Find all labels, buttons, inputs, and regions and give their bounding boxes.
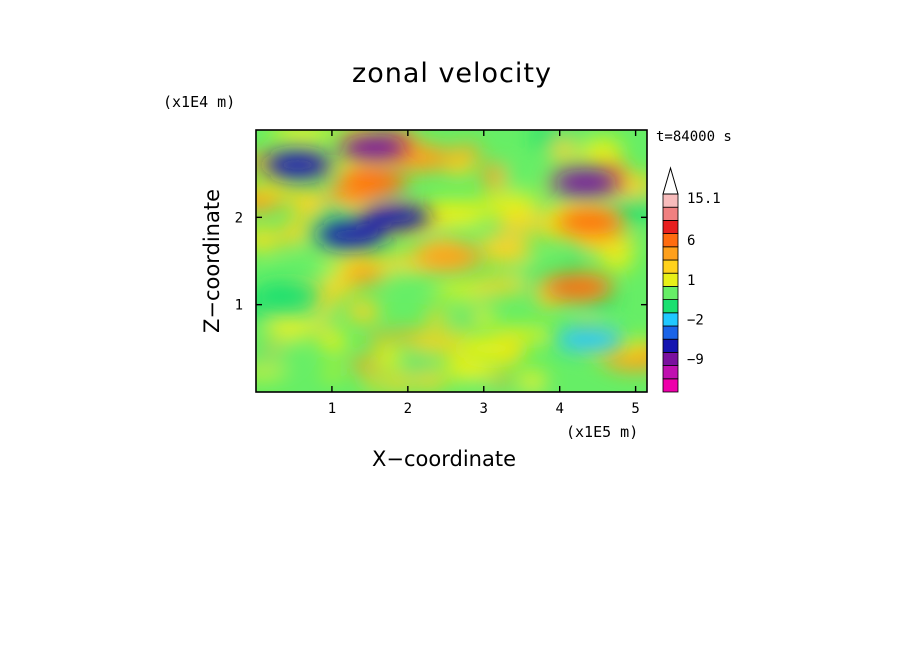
colorbar-segment	[662, 259, 679, 274]
field-cell	[599, 248, 634, 271]
time-annotation: t=84000 s	[656, 129, 732, 145]
field-cell	[268, 348, 297, 368]
colorbar-segment	[662, 193, 679, 208]
field-cell	[256, 232, 307, 245]
field-cell	[427, 307, 445, 330]
field-cell	[450, 145, 483, 160]
colorbar-segment	[662, 285, 679, 300]
colorbar-segment	[662, 365, 679, 380]
colorbar-segment	[662, 206, 679, 221]
chart-title: zonal velocity	[352, 58, 552, 89]
field-cell	[619, 236, 638, 250]
x-axis-label: X−coordinate	[372, 447, 516, 471]
field-cell	[379, 267, 437, 284]
field-feature	[339, 134, 408, 161]
field-cell	[423, 200, 453, 210]
field-cell	[490, 375, 512, 385]
field-cell	[387, 371, 408, 392]
colorbar-segment	[662, 233, 679, 248]
field-feature	[544, 274, 613, 301]
field-feature	[362, 204, 431, 231]
field-cell	[341, 261, 386, 284]
colorbar-label: 1	[687, 273, 695, 289]
field-feature	[415, 243, 484, 270]
x-tick-label: 1	[328, 401, 336, 417]
colorbar-segment	[662, 338, 679, 353]
field-cell	[432, 231, 494, 243]
y-axis-unit: (x1E4 m)	[163, 93, 236, 111]
field-cell	[375, 346, 402, 368]
field-cell	[269, 130, 336, 143]
plot-axes: 1 2 3 4 5 1 2	[235, 129, 648, 417]
plot-frame	[255, 129, 648, 393]
y-tick-label: 1	[235, 298, 243, 314]
field-feature	[339, 169, 408, 196]
field-cell	[324, 367, 341, 380]
field-feature	[263, 151, 332, 178]
field-feature	[552, 169, 621, 196]
x-tick-label: 4	[555, 401, 563, 417]
field-cell	[531, 130, 561, 150]
colorbar-label: −9	[687, 352, 704, 368]
field-cell	[290, 137, 316, 156]
colorbar-segment	[662, 272, 679, 287]
x-tick-label: 5	[631, 401, 639, 417]
field-cell	[293, 198, 325, 217]
field-cell	[475, 296, 494, 307]
field-features	[256, 134, 625, 362]
field-cell	[495, 215, 554, 233]
field-cell	[517, 370, 547, 390]
x-axis-unit: (x1E5 m)	[566, 423, 639, 441]
field-feature	[556, 326, 625, 353]
colorbar-segment	[662, 299, 679, 314]
colorbar: 15.1 6 1 −2 −9	[662, 166, 721, 393]
x-tick-label: 2	[404, 401, 412, 417]
field-cell	[402, 358, 433, 371]
colorbar-label: −2	[687, 312, 704, 328]
colorbar-label: 15.1	[687, 191, 721, 207]
colorbar-segment	[662, 325, 679, 340]
field-cell	[281, 260, 337, 283]
field-cell	[363, 376, 385, 391]
field-cell	[256, 366, 287, 378]
colorbar-extend-arrow	[662, 166, 679, 195]
field-feature	[316, 221, 385, 248]
colorbar-segment	[662, 219, 679, 234]
field-feature	[256, 282, 321, 309]
field-cell	[471, 277, 532, 293]
colorbar-label: 6	[687, 233, 695, 249]
field-cell	[320, 331, 347, 353]
velocity-field	[256, 130, 647, 392]
field-cell	[256, 184, 287, 194]
x-tick-label: 3	[480, 401, 488, 417]
field-cell	[349, 357, 382, 372]
field-cell	[483, 162, 505, 190]
field-cell	[425, 213, 489, 227]
field-cell	[407, 332, 472, 353]
colorbar-segment	[662, 312, 679, 327]
field-cell	[477, 235, 533, 263]
field-cell	[284, 218, 309, 237]
field-cell	[458, 309, 476, 329]
y-tick-label: 2	[235, 210, 243, 226]
field-feature	[556, 208, 625, 235]
field-cell	[444, 156, 475, 176]
field-cell	[478, 192, 543, 216]
field-cell	[346, 301, 380, 322]
field-cell	[366, 334, 389, 345]
field-cell	[409, 372, 448, 389]
colorbar-segment	[662, 351, 679, 366]
field-feature	[457, 335, 526, 362]
field-cell	[266, 316, 317, 339]
colorbar-segment	[662, 378, 679, 393]
field-cell	[316, 280, 356, 297]
colorbar-segment	[662, 246, 679, 261]
